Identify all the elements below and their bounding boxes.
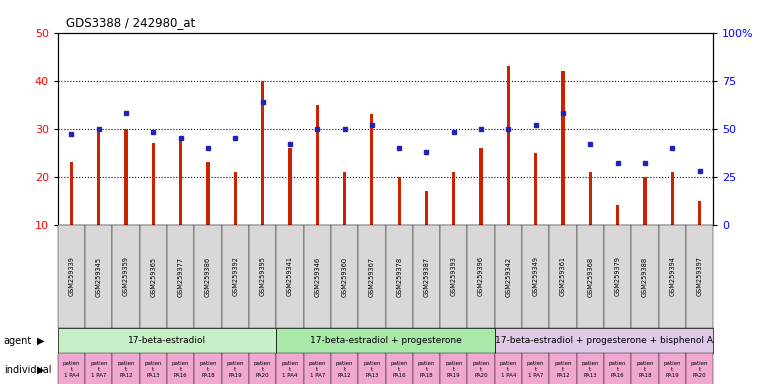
Text: patien
t
PA12: patien t PA12 [117,361,135,378]
Text: patien
t
1 PA7: patien t 1 PA7 [90,361,107,378]
Text: patien
t
PA16: patien t PA16 [390,361,408,378]
Text: GSM259393: GSM259393 [451,257,456,296]
Text: GSM259394: GSM259394 [669,257,675,296]
Bar [398,177,401,225]
Text: 17-beta-estradiol: 17-beta-estradiol [128,336,206,345]
Bar [698,201,701,225]
Text: GDS3388 / 242980_at: GDS3388 / 242980_at [66,16,195,29]
Text: patien
t
PA18: patien t PA18 [418,361,435,378]
Text: GSM259379: GSM259379 [614,257,621,296]
Bar [288,148,291,225]
Bar [152,143,155,225]
Text: GSM259367: GSM259367 [369,257,375,296]
Text: GSM259388: GSM259388 [642,257,648,296]
Text: patien
t
PA20: patien t PA20 [254,361,271,378]
Text: patien
t
PA19: patien t PA19 [664,361,681,378]
Text: patien
t
PA20: patien t PA20 [473,361,490,378]
Text: patien
t
PA16: patien t PA16 [172,361,190,378]
Bar [179,138,182,225]
Text: patien
t
1 PA4: patien t 1 PA4 [62,361,80,378]
Bar [234,172,237,225]
Bar [507,66,510,225]
Bar [534,153,537,225]
Text: GSM259397: GSM259397 [696,257,702,296]
Text: patien
t
PA16: patien t PA16 [609,361,626,378]
Bar [70,162,73,225]
Bar [561,71,564,225]
Text: GSM259395: GSM259395 [260,257,266,296]
Text: GSM259377: GSM259377 [177,257,183,296]
Text: patien
t
PA12: patien t PA12 [336,361,353,378]
Text: patien
t
PA19: patien t PA19 [227,361,244,378]
Text: GSM259339: GSM259339 [69,257,75,296]
Text: GSM259378: GSM259378 [396,257,402,296]
Bar [452,172,456,225]
Text: GSM259387: GSM259387 [423,257,429,296]
Bar [315,105,319,225]
Bar [343,172,346,225]
Text: GSM259341: GSM259341 [287,257,293,296]
Text: patien
t
PA13: patien t PA13 [145,361,162,378]
Text: GSM259396: GSM259396 [478,257,484,296]
Text: individual: individual [4,364,52,375]
Text: GSM259359: GSM259359 [123,257,129,296]
Text: agent: agent [4,336,32,346]
Text: 17-beta-estradiol + progesterone: 17-beta-estradiol + progesterone [310,336,461,345]
Text: patien
t
1 PA7: patien t 1 PA7 [527,361,544,378]
Text: patien
t
PA13: patien t PA13 [581,361,599,378]
Text: patien
t
PA19: patien t PA19 [445,361,463,378]
Bar [370,114,373,225]
Text: GSM259349: GSM259349 [533,257,539,296]
Text: patien
t
PA12: patien t PA12 [554,361,572,378]
Text: GSM259361: GSM259361 [560,257,566,296]
Text: GSM259346: GSM259346 [315,257,320,296]
Text: patien
t
PA18: patien t PA18 [199,361,217,378]
Bar [207,162,210,225]
Text: GSM259345: GSM259345 [96,257,102,296]
Text: GSM259368: GSM259368 [588,257,594,296]
Text: patien
t
1 PA7: patien t 1 PA7 [308,361,326,378]
Bar [643,177,647,225]
Bar [616,205,619,225]
Text: patien
t
PA18: patien t PA18 [636,361,654,378]
Text: GSM259342: GSM259342 [505,257,511,296]
Text: ▶: ▶ [37,364,45,375]
Text: GSM259360: GSM259360 [342,257,348,296]
Bar [588,172,592,225]
Text: patien
t
PA20: patien t PA20 [691,361,709,378]
Bar [671,172,674,225]
Bar [425,191,428,225]
Text: GSM259392: GSM259392 [232,257,238,296]
Text: GSM259365: GSM259365 [150,257,157,296]
Text: patien
t
1 PA4: patien t 1 PA4 [281,361,298,378]
Bar [124,129,128,225]
Text: GSM259386: GSM259386 [205,257,211,296]
Text: patien
t
PA13: patien t PA13 [363,361,381,378]
Bar [480,148,483,225]
Bar [97,129,100,225]
Text: 17-beta-estradiol + progesterone + bisphenol A: 17-beta-estradiol + progesterone + bisph… [495,336,713,345]
Text: ▶: ▶ [37,336,45,346]
Bar [261,81,264,225]
Text: patien
t
1 PA4: patien t 1 PA4 [500,361,517,378]
